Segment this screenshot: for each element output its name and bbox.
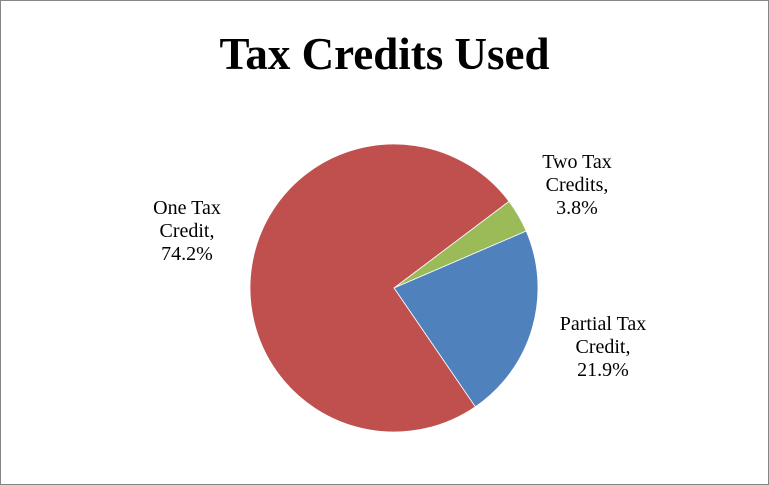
chart-title: Tax Credits Used [219, 29, 550, 79]
data-label-one-tax-credit: One Tax Credit, 74.2% [153, 197, 221, 265]
pie-slice-one-tax-credit [249, 143, 510, 433]
pie-slice-partial-tax-credit [393, 230, 539, 408]
data-label-two-tax-credits: Two Tax Credits, 3.8% [542, 151, 612, 219]
data-label-partial-tax-credit: Partial Tax Credit, 21.9% [560, 313, 647, 381]
